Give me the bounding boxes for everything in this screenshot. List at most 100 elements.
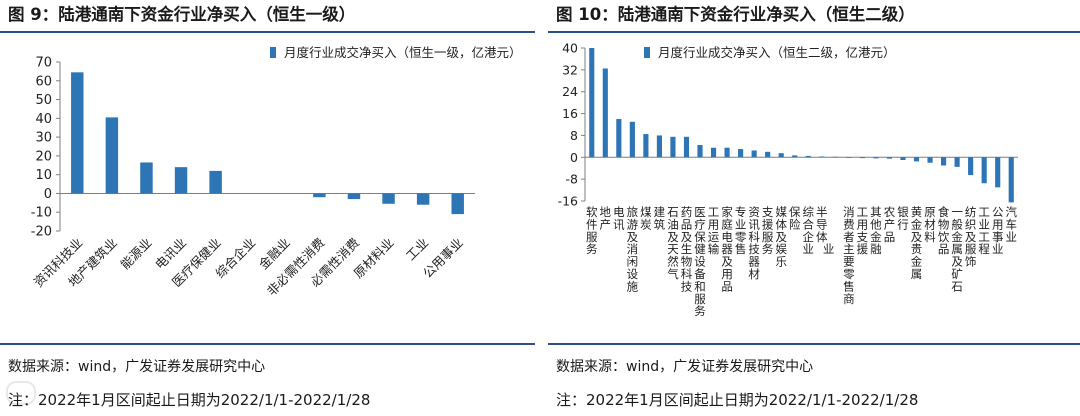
y-tick-label: 16 (562, 106, 578, 121)
data-source: 数据来源：wind，广发证券发展研究中心 (556, 359, 814, 375)
bar (832, 156, 838, 158)
bar (451, 193, 464, 215)
x-category-label: 半导体 (816, 205, 828, 244)
y-tick-label: -20 (31, 225, 52, 240)
chart-panel-1: 图 9：陆港通南下资金行业净买入（恒生一级） -20 -10 0 10 20 30 40 50… (0, 0, 535, 416)
x-category-label: 原材料 (924, 205, 936, 244)
y-tick-label: 40 (562, 41, 578, 56)
bar (1008, 157, 1014, 203)
bar (697, 144, 703, 158)
bar (859, 157, 865, 159)
bar (941, 157, 947, 166)
bar (927, 157, 933, 163)
y-tick-label: 24 (562, 84, 578, 99)
footer-rule (548, 343, 1080, 345)
x-category-label: 资讯科技器材 (748, 205, 760, 281)
x-category-label: 公用事业 (992, 205, 1004, 256)
bar (209, 170, 222, 194)
bar (140, 162, 153, 194)
title-rule (0, 31, 535, 33)
x-category-label: 电讯 (613, 205, 625, 231)
legend-label: 月度行业成交净买入（恒生一级，亿港元） (284, 45, 522, 60)
title-rule (548, 31, 1080, 33)
y-tick-label: 30 (35, 131, 52, 146)
x-category-label: 专业零售 (735, 205, 747, 256)
bar (724, 147, 730, 158)
x-category-label: 业 (823, 242, 835, 256)
bar (589, 48, 595, 158)
bar (71, 72, 84, 194)
x-category-label: 工用支援 (857, 205, 869, 256)
legend-swatch (270, 47, 276, 58)
x-category-label: 消费者主要零售商 (843, 205, 855, 306)
bar (846, 157, 852, 158)
y-tick-label: 40 (35, 112, 52, 127)
legend-label: 月度行业成交净买入（恒生二级，亿港元） (658, 45, 896, 60)
data-source: 数据来源：wind，广发证券发展研究中心 (8, 359, 266, 375)
watermark-icon (6, 381, 36, 405)
bar-chart-hs-level1: -20-10010203040506070资讯科技业地产建筑业能源业电讯业医疗保… (31, 45, 522, 299)
bar (792, 155, 798, 158)
bar (778, 153, 784, 158)
bar (174, 167, 188, 194)
bar (968, 157, 974, 176)
bar (751, 150, 757, 158)
bar (805, 155, 811, 158)
y-tick-label: 70 (35, 56, 52, 71)
bar (886, 157, 893, 159)
y-tick-label: -16 (558, 194, 578, 209)
bar (616, 119, 622, 158)
bar (382, 193, 395, 204)
x-category-label: 药品及生物科技 (681, 205, 693, 293)
bar-chart-hs-level2: -16 -8 0 8 16 24 32 40 软件服务地产电讯旅游及消闲设施煤炭建筑石油及天然气… (558, 41, 1018, 318)
y-tick-label: 60 (35, 74, 52, 89)
x-category-label: 农产品 (884, 205, 896, 244)
y-tick-label: -10 (31, 206, 52, 221)
x-category-label: 地产 (600, 205, 612, 231)
footer-rule (0, 343, 535, 345)
x-category-label: 软件服务 (586, 205, 598, 256)
x-category-label: 能源业 (117, 235, 154, 272)
bar (738, 149, 744, 158)
date-note: 注：2022年1月区间起止日期为2022/1/1-2022/1/28 (8, 391, 371, 409)
bar (416, 193, 430, 205)
x-category-label: 医疗保健设备和服务 (694, 205, 706, 318)
x-category-label: 综合企业 (803, 205, 815, 256)
y-tick-label: 0 (44, 187, 52, 202)
y-tick-label: 32 (562, 62, 578, 77)
x-category-label: 石油及天然气 (667, 205, 679, 281)
x-category-label: 其他金融 (870, 205, 882, 256)
bar (873, 157, 879, 159)
bar (602, 68, 608, 158)
x-category-label: 一般金属及矿石 (951, 205, 963, 293)
bar (347, 193, 361, 200)
y-tick-label: 20 (35, 149, 52, 164)
bar (656, 135, 662, 158)
bar (954, 157, 960, 167)
chart-panel-2: 图 10：陆港通南下资金行业净买入（恒生二级） -16 -8 0 8 16 24 32 40 软… (548, 0, 1080, 416)
y-tick-label: 10 (35, 168, 52, 183)
bar (913, 157, 920, 162)
x-category-label: 家庭电器及用品 (721, 205, 733, 293)
bar (313, 193, 326, 198)
bar (683, 136, 690, 158)
bar (819, 156, 825, 158)
x-category-label: 建筑 (654, 205, 666, 231)
bar (629, 121, 635, 158)
bar (710, 147, 717, 158)
bar (981, 157, 987, 184)
x-category-label: 旅游及消闲设施 (627, 205, 639, 293)
date-note: 注：2022年1月区间起止日期为2022/1/1-2022/1/28 (556, 391, 919, 409)
bar (900, 157, 906, 161)
legend-swatch (644, 47, 650, 58)
x-category-label: 工业 (403, 235, 431, 263)
bar (643, 134, 649, 158)
bar (765, 151, 771, 158)
x-category-label: 银行 (897, 205, 909, 231)
y-tick-label: -8 (566, 172, 579, 187)
y-tick-label: 0 (570, 150, 578, 165)
x-category-label: 工业工程 (978, 205, 990, 256)
x-category-label: 汽车业 (1005, 205, 1017, 244)
y-tick-label: 50 (35, 93, 52, 108)
x-category-label: 煤炭 (640, 205, 652, 231)
